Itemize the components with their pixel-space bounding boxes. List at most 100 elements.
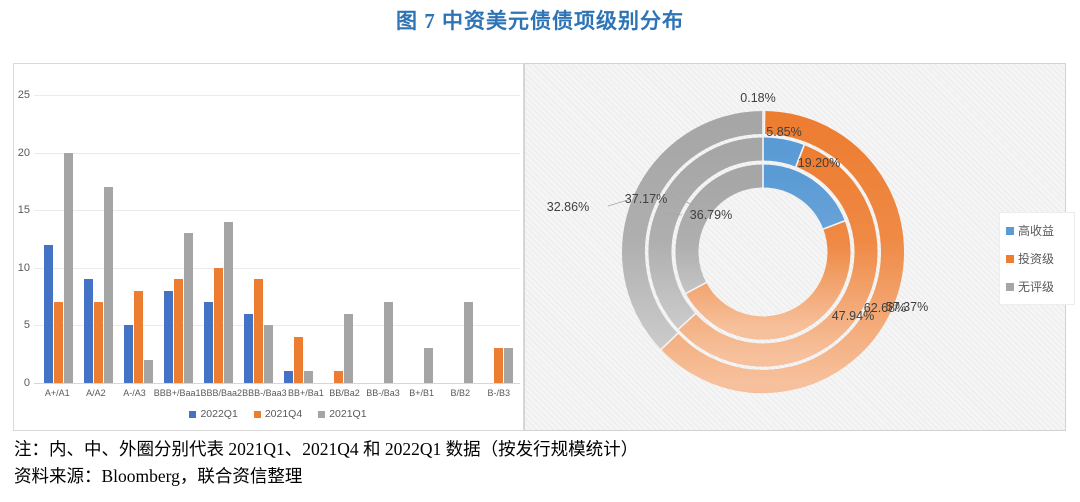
x-axis-label: B+/B1 <box>409 388 434 398</box>
donut-label-2021Q4-高收益: 5.85% <box>766 125 802 139</box>
bar-group <box>278 95 318 383</box>
bar-2022Q1 <box>83 279 93 383</box>
bar-2021Q4 <box>93 302 103 383</box>
y-axis-tick: 25 <box>17 89 30 101</box>
bar-group <box>158 95 198 383</box>
donut-legend: 高收益 投资级 无评级 <box>999 212 1075 305</box>
bar-group <box>318 95 358 383</box>
bar-2021Q1 <box>223 222 233 383</box>
segment-separator <box>676 312 697 331</box>
gridline <box>34 95 520 96</box>
bar-plot-area: 0 5 10 15 20 25 <box>18 89 520 389</box>
donut-label-2022Q1-投资级: 62.68% <box>863 301 907 315</box>
bar-2022Q1 <box>163 291 173 383</box>
segment-separator <box>684 281 708 295</box>
x-axis-label: BB+/Ba1 <box>287 388 324 398</box>
chart-panel: 0 5 10 15 20 25 A+/A1 A/A2 A-/A3 BBB+/Baa1 BBB/Ba… <box>13 63 1075 433</box>
x-axis-label: BB/Ba2 <box>329 388 360 398</box>
donut-label-2021Q4-投资级: 57.37% <box>885 300 929 314</box>
bar-legend-item: 2021Q1 <box>318 408 367 420</box>
figure-title: 图 7 中资美元债债项级别分布 <box>396 9 684 33</box>
bar-2021Q4 <box>253 279 263 383</box>
segment-separator <box>659 332 680 351</box>
donut-legend-item: 无评级 <box>1006 278 1068 295</box>
bar-legend-item: 2021Q4 <box>253 408 303 420</box>
bar-2021Q1 <box>103 187 113 383</box>
legend-label: 2021Q1 <box>329 408 367 420</box>
y-axis-tick: 15 <box>17 204 30 217</box>
bar-group <box>198 95 238 383</box>
legend-label: 无评级 <box>1018 280 1055 294</box>
bar-2021Q1 <box>343 314 353 383</box>
bar-2021Q4 <box>333 371 343 383</box>
bar-group <box>358 95 398 383</box>
x-axis-label: A/A2 <box>86 388 106 398</box>
gridline <box>34 210 520 212</box>
bar-2022Q1 <box>43 245 53 383</box>
gridline <box>34 325 520 327</box>
bar-2021Q1 <box>423 348 433 383</box>
bar-2021Q4 <box>173 279 183 383</box>
bar-group <box>478 95 518 383</box>
donut-label-2021Q1-投资级: 47.94% <box>831 309 875 323</box>
segment-separator <box>794 143 806 169</box>
bar-2021Q4 <box>53 302 63 383</box>
bar-2021Q1 <box>263 325 273 383</box>
donut-legend-item: 高收益 <box>1006 222 1068 239</box>
legend-swatch-icon <box>1006 282 1014 291</box>
bar-2022Q1 <box>123 325 133 383</box>
donut-legend-item: 投资级 <box>1006 250 1068 267</box>
x-axis-label: BBB-/Baa3 <box>242 388 287 398</box>
bar-2021Q4 <box>493 348 503 383</box>
figure-note: 注：内、中、外圈分别代表 2021Q1、2021Q4 和 2022Q1 数据（按… <box>14 439 639 459</box>
label-leader-line <box>665 212 683 216</box>
bar-x-axis-labels: A+/A1 A/A2 A-/A3 BBB+/Baa1 BBB/Baa2 BBB-/Baa3… <box>38 388 518 398</box>
legend-label: 2022Q1 <box>200 408 238 420</box>
y-axis-tick: 20 <box>17 146 30 159</box>
bar-2021Q1 <box>383 302 393 383</box>
bar-group <box>78 95 118 383</box>
legend-label: 2021Q4 <box>264 408 303 420</box>
bar-chart: 0 5 10 15 20 25 A+/A1 A/A2 A-/A3 BBB+/Baa1 BBB/Ba… <box>13 63 524 431</box>
gridline <box>34 267 520 269</box>
ring-shade-overlay <box>675 164 851 340</box>
gridline <box>34 152 520 154</box>
bar-group <box>38 95 78 383</box>
bar-group <box>238 95 278 383</box>
legend-label: 高收益 <box>1018 224 1055 238</box>
bar-2021Q1 <box>63 153 73 383</box>
bar-2021Q4 <box>133 291 143 383</box>
legend-swatch-icon <box>189 410 197 418</box>
bar-2021Q4 <box>293 337 303 383</box>
bar-2021Q1 <box>143 360 153 383</box>
donut-rings <box>607 109 904 393</box>
label-leader-line <box>607 198 632 207</box>
bar-2021Q1 <box>463 302 473 383</box>
x-axis-label: A-/A3 <box>123 388 146 398</box>
donut-label-2022Q1-高收益: 0.18% <box>740 91 776 105</box>
y-axis-tick: 5 <box>23 319 30 332</box>
legend-swatch-icon <box>253 410 261 418</box>
label-leader-line <box>671 195 694 206</box>
bar-groups <box>38 95 518 383</box>
y-axis-tick: 0 <box>23 377 30 389</box>
donut-label-2021Q1-高收益: 19.20% <box>797 156 841 170</box>
bar-legend-item: 2022Q1 <box>189 408 238 420</box>
segment-separator <box>821 219 847 231</box>
bar-group <box>118 95 158 383</box>
x-axis-label: B/B2 <box>450 388 470 398</box>
bar-2022Q1 <box>203 302 213 383</box>
bar-2021Q4 <box>213 268 223 383</box>
y-axis-tick: 10 <box>17 261 30 274</box>
bar-2022Q1 <box>283 371 293 383</box>
legend-swatch-icon <box>1006 254 1014 263</box>
legend-label: 投资级 <box>1018 252 1055 266</box>
gridline <box>34 383 520 384</box>
donut-label-2021Q1-无评级: 32.86% <box>546 200 590 214</box>
x-axis-label: BBB+/Baa1 <box>153 388 201 398</box>
figure-source: 资料来源：Bloomberg，联合资信整理 <box>14 466 303 486</box>
bar-2021Q1 <box>503 348 513 383</box>
bar-legend: 2022Q1 2021Q4 2021Q1 <box>38 408 518 420</box>
donut-chart: 19.20% 47.94% 32.86% 5.85% 57.37% 36.79% 0.18%… <box>524 63 1075 431</box>
